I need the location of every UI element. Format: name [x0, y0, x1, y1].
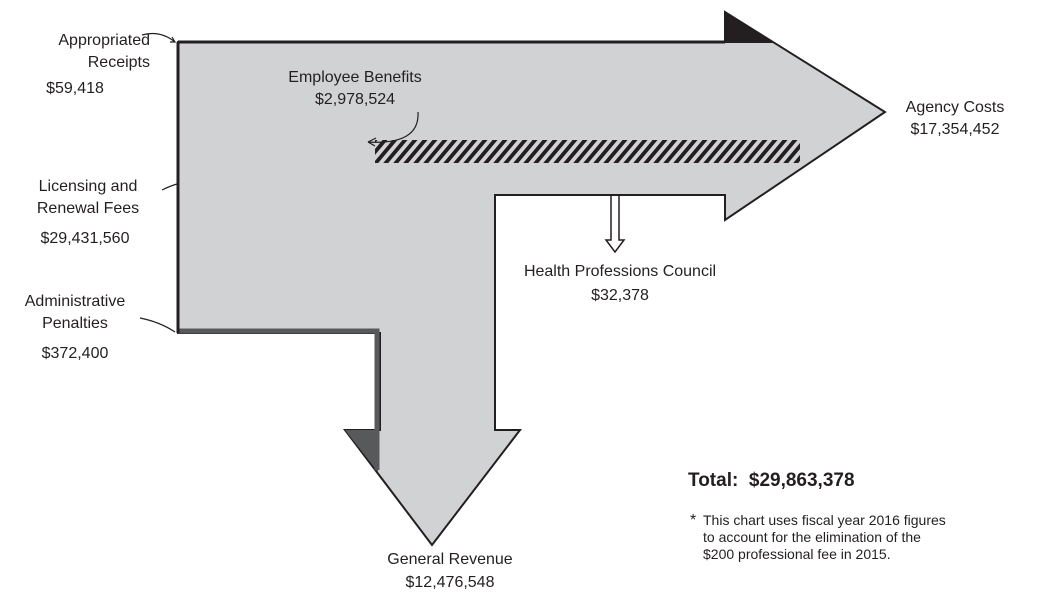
total-label: Total:: [688, 470, 739, 491]
outflow-amount: $17,354,452: [910, 121, 1000, 138]
footnote-marker: *: [690, 512, 697, 529]
outflow-amount: $2,978,524: [314, 91, 396, 108]
footnote-text: This chart uses fiscal year 2016 figures…: [703, 512, 946, 562]
source-label: Licensing and Renewal Fees: [0, 176, 170, 220]
text: Administrative Penalties: [24, 293, 126, 332]
source-amount: $372,400: [41, 345, 109, 362]
outflow-amount: $12,476,548: [405, 574, 495, 591]
dark-sliver: [345, 430, 378, 472]
outflow-label: Health Professions Council: [523, 263, 717, 280]
source-amount: $29,431,560: [40, 230, 130, 247]
outflow-label: Employee Benefits: [288, 69, 422, 86]
source-label: Administrative Penalties: [0, 291, 150, 335]
hatching: [375, 140, 800, 163]
source-label: Appropriated Receipts: [58, 32, 150, 71]
text: Licensing and Renewal Fees: [36, 178, 140, 217]
leaders: [139, 32, 419, 333]
outflow-label: Agency Costs: [905, 99, 1005, 116]
small-arrow: [604, 196, 626, 254]
source-amount: $59,418: [46, 80, 104, 97]
outflow-label: General Revenue: [387, 551, 513, 568]
footnote: * This chart uses fiscal year 2016 figur…: [690, 512, 953, 563]
dark-band: [178, 328, 380, 470]
dark-head: [725, 12, 775, 43]
outflow-amount: $32,378: [591, 287, 649, 304]
total: Total: $29,863,378: [688, 470, 855, 492]
total-amount: $29,863,378: [748, 470, 855, 491]
